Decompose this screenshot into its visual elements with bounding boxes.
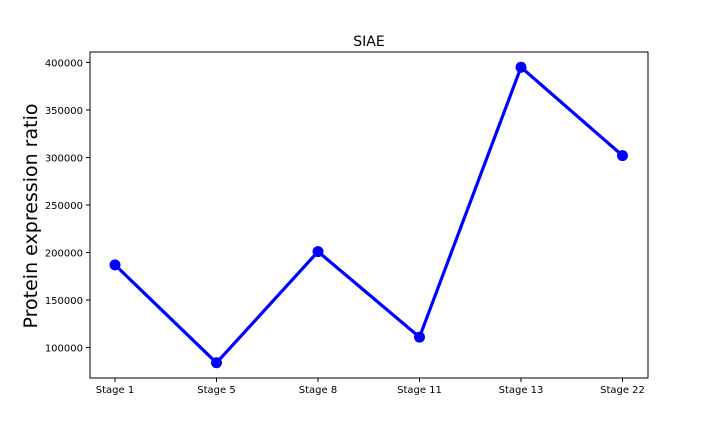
plot-area: 100000 150000 200000 250000 300000 350000 4000…	[45, 51, 649, 396]
chart-title: SIAE	[353, 34, 384, 50]
data-point	[515, 61, 527, 73]
y-tick-label: 400000	[45, 58, 83, 69]
y-tick-label: 250000	[45, 201, 83, 212]
x-tick-label: Stage 13	[499, 385, 544, 396]
x-tick-label: Stage 11	[397, 385, 442, 396]
data-point	[312, 246, 324, 258]
plot-background	[90, 52, 648, 378]
x-tick-label: Stage 22	[600, 385, 645, 396]
data-point	[414, 331, 425, 343]
data-point	[617, 150, 628, 162]
y-tick-label: 150000	[45, 296, 83, 307]
x-tick-label: Stage 1	[96, 385, 134, 396]
y-tick-label: 350000	[45, 106, 83, 117]
y-tick-label: 200000	[45, 249, 83, 260]
y-axis-label: Protein expression ratio	[20, 104, 42, 329]
series-line	[113, 65, 625, 365]
y-tick-label: 100000	[45, 344, 83, 355]
data-point	[109, 259, 121, 271]
x-tick-label: Stage 5	[197, 385, 235, 396]
y-tick-label: 300000	[45, 153, 83, 164]
data-point	[211, 357, 222, 369]
x-tick-label: Stage 8	[299, 385, 337, 396]
plot-frame	[89, 51, 649, 379]
